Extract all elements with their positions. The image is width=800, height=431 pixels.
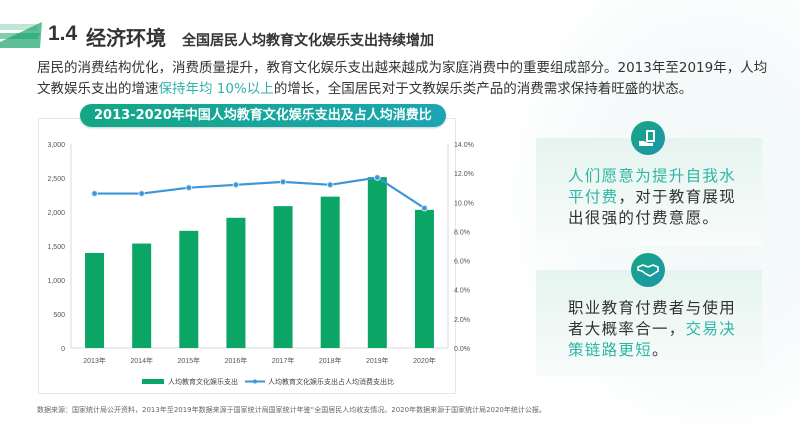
line-point [421,204,428,212]
right-tick-label: 10.0% [454,200,474,207]
money-hand-icon [631,121,665,155]
insight-highlight-1: 人们愿意为提升自我水平付费 [568,167,737,206]
x-tick-label: 2019年 [366,356,389,365]
right-tick-label: 0.0% [454,346,470,353]
insight-tail-2: 。 [652,341,669,359]
bar [85,252,105,348]
chart-title: 2013-2020年中国人均教育文化娱乐支出及占人均消费比 [80,104,446,127]
x-tick-label: 2016年 [225,356,248,365]
intro-highlight: 保持年均 10%以上 [158,81,274,97]
line-point [91,190,98,197]
line-point [138,190,145,197]
bar [320,196,340,348]
legend-bar-label: 人均教育文化娱乐支出 [168,377,238,386]
line-point [185,184,193,192]
x-tick-label: 2014年 [130,356,153,365]
right-tick-label: 14.0% [454,142,474,149]
left-tick-label: 1,000 [47,278,65,285]
handshake-icon [631,253,665,287]
page-subtitle: 全国居民人均教育文化娱乐支出持续增加 [182,33,434,49]
line-point [232,181,240,189]
insight-text-2: 职业教育付费者与使用者大概率合一，交易决策链路更短。 [568,298,736,361]
intro-paragraph: 居民的消费结构优化，消费质量提升，教育文化娱乐支出越来越成为家庭消费中的重要组成… [37,58,777,100]
left-tick-label: 2,000 [47,210,65,217]
data-source-note: 数据来源：国家统计局公开资料，2013年至2019年数据来源于国家统计局国家统计… [37,406,546,414]
section-number: 1.4 [48,22,78,45]
left-tick-label: 0 [61,346,65,353]
right-tick-label: 8.0% [454,229,470,236]
bar [273,206,293,348]
insight-card-1: 人们愿意为提升自我水平付费，对于教育展现出很强的付费意愿。 [536,121,762,246]
legend-line-label: 人均教育文化娱乐支出占人均消费支出比 [268,377,394,386]
bar [132,243,152,348]
left-tick-label: 3,000 [47,142,65,149]
bar [367,177,387,348]
x-tick-label: 2013年 [83,356,106,365]
right-tick-label: 4.0% [454,288,470,295]
line-point [279,178,287,186]
left-tick-label: 2,500 [47,176,65,183]
bar [179,230,199,348]
left-tick-label: 500 [53,312,65,319]
bar [414,209,434,348]
x-tick-label: 2020年 [413,356,436,365]
legend-bar-swatch [142,379,164,384]
x-tick-label: 2015年 [178,356,201,365]
insight-text-1: 人们愿意为提升自我水平付费，对于教育展现出很强的付费意愿。 [568,166,736,229]
legend-line-marker [253,379,257,384]
intro-text-end: 的增长，全国居民对于文教娱乐类产品的消费需求保持着旺盛的状态。 [273,81,693,97]
section-stripe-icon [0,22,42,48]
insight-card-2: 职业教育付费者与使用者大概率合一，交易决策链路更短。 [536,253,762,376]
insight-highlight-2: 交易决策链路更短 [568,320,737,359]
line-point [326,181,334,189]
x-tick-label: 2017年 [272,356,295,365]
line-point [374,174,381,181]
right-tick-label: 12.0% [454,171,474,178]
right-tick-label: 2.0% [454,317,470,324]
bar [226,217,246,348]
line-series [94,176,426,210]
x-tick-label: 2018年 [319,356,342,365]
left-tick-label: 1,500 [47,244,65,251]
insight-body-1: ，对于教育展现出很强的付费意愿。 [568,188,737,227]
intro-text: 居民的消费结构优化，消费质量提升，教育文化娱乐支出越来越成为家庭消费中的重要组成… [37,60,768,97]
right-tick-label: 6.0% [454,259,470,266]
section-title: 经济环境 [86,26,166,50]
insight-body-2: 职业教育付费者与使用者大概率合一， [568,299,737,338]
